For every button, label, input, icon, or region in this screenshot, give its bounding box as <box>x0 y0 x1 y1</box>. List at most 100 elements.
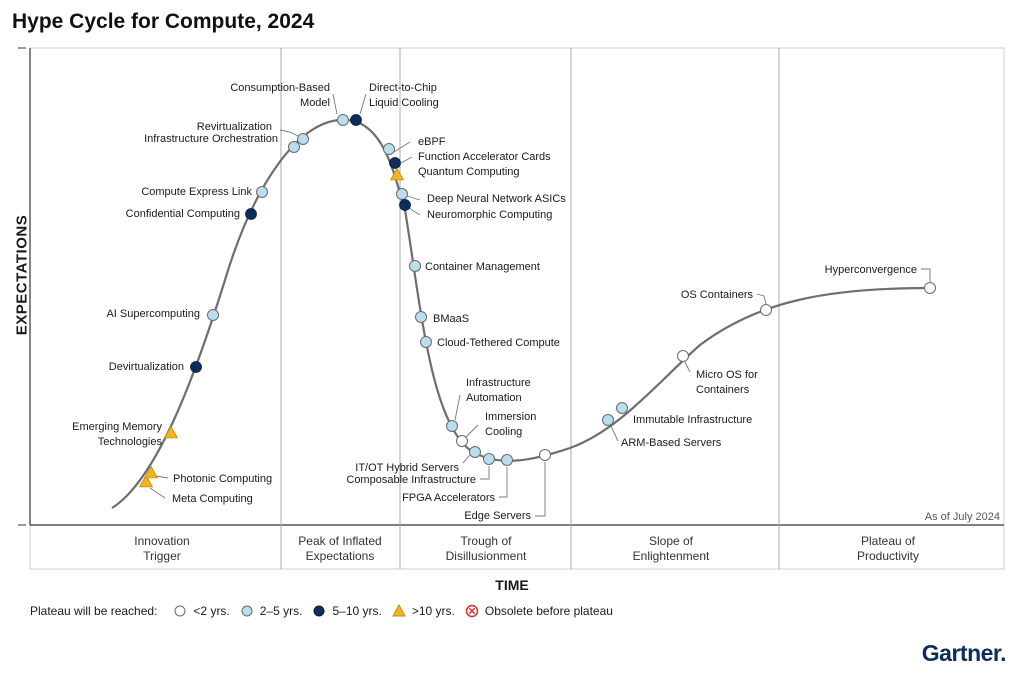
leader-line-ebpf <box>393 141 411 153</box>
phase-label: Trigger <box>143 549 181 563</box>
label-infrastructure-automation: Infrastructure <box>466 377 531 389</box>
leader-line-composable-infrastructure <box>480 466 490 480</box>
marker-direct-to-chip-liquid-cooling <box>350 114 362 126</box>
label-micro-os-for-containers: Containers <box>696 384 750 396</box>
marker-meta-computing <box>138 474 154 488</box>
leader-line-consumption-based-model <box>332 93 338 115</box>
label-hyperconvergence: Hyperconvergence <box>825 264 917 276</box>
phase-label: Peak of Inflated <box>298 534 381 548</box>
label-revirtualization: Revirtualization <box>197 121 272 133</box>
label-edge-servers: Edge Servers <box>464 510 531 522</box>
legend-item-lt2: <2 yrs. <box>173 604 230 618</box>
label-immutable-infrastructure: Immutable Infrastructure <box>633 414 752 426</box>
marker-ebpf <box>383 143 395 155</box>
marker-devirtualization <box>190 361 202 373</box>
phase-label: Trough of <box>461 534 513 548</box>
leader-line-meta-computing <box>149 487 166 499</box>
label-immersion-cooling: Cooling <box>485 426 522 438</box>
label-arm-based-servers: ARM-Based Servers <box>621 437 722 449</box>
legend-label-lt2: <2 yrs. <box>193 604 230 618</box>
marker-emerging-memory-technologies <box>163 425 179 439</box>
leader-line-edge-servers <box>535 462 546 517</box>
leader-line-direct-to-chip-liquid-cooling <box>359 93 367 115</box>
phase-label: Expectations <box>306 549 375 563</box>
legend-item-y2to5: 2–5 yrs. <box>240 604 303 618</box>
marker-consumption-based-model <box>337 114 349 126</box>
phase-label: Plateau of <box>861 534 916 548</box>
label-consumption-based-model: Consumption-Based <box>230 82 330 94</box>
legend-label-y2to5: 2–5 yrs. <box>259 604 303 618</box>
label-function-accelerator-cards: Function Accelerator Cards <box>418 151 551 163</box>
marker-it-ot-hybrid-servers <box>469 446 481 458</box>
phase-label: Disillusionment <box>446 549 527 563</box>
label-ebpf: eBPF <box>418 136 446 148</box>
legend-icon-y2to5 <box>241 605 253 617</box>
leader-line-deep-neural-network-asics <box>406 195 421 201</box>
label-infrastructure-orchestration: Infrastructure Orchestration <box>144 133 278 145</box>
legend-icon-lt2 <box>174 605 186 617</box>
label-direct-to-chip-liquid-cooling: Direct-to-Chip <box>369 82 437 94</box>
marker-immersion-cooling <box>456 435 468 447</box>
label-fpga-accelerators: FPGA Accelerators <box>402 492 495 504</box>
gartner-logo: Gartner. <box>921 640 1007 666</box>
marker-immutable-infrastructure <box>616 402 628 414</box>
label-consumption-based-model: Model <box>300 97 330 109</box>
leader-line-infrastructure-automation <box>454 394 461 421</box>
marker-deep-neural-network-asics <box>396 188 408 200</box>
legend-label-gt10: >10 yrs. <box>411 604 455 618</box>
legend-item-obsolete: Obsolete before plateau <box>465 604 613 618</box>
marker-ai-supercomputing <box>207 309 219 321</box>
label-meta-computing: Meta Computing <box>172 493 253 505</box>
label-composable-infrastructure: Composable Infrastructure <box>346 474 476 486</box>
legend-label-y5to10: 5–10 yrs. <box>332 604 382 618</box>
label-bmaas: BMaaS <box>433 313 469 325</box>
phase-label: Productivity <box>857 549 919 563</box>
marker-composable-infrastructure <box>483 453 495 465</box>
leader-line-fpga-accelerators <box>499 467 508 498</box>
phase-label: Enlightenment <box>633 549 710 563</box>
marker-quantum-computing <box>389 167 405 181</box>
marker-micro-os-for-containers <box>677 350 689 362</box>
label-confidential-computing: Confidential Computing <box>126 208 240 220</box>
marker-revirtualization <box>297 133 309 145</box>
legend-icon-y5to10 <box>313 605 325 617</box>
leader-line-it-ot-hybrid-servers <box>462 454 471 464</box>
leader-line-os-containers <box>756 293 767 305</box>
label-os-containers: OS Containers <box>681 289 754 301</box>
phase-label: Innovation <box>134 534 189 548</box>
legend-title: Plateau will be reached: <box>30 604 158 618</box>
marker-bmaas <box>415 311 427 323</box>
marker-fpga-accelerators <box>501 454 513 466</box>
page-title: Hype Cycle for Compute, 2024 <box>12 10 315 33</box>
leader-line-micro-os-for-containers <box>684 361 691 373</box>
leader-line-arm-based-servers <box>610 425 619 442</box>
marker-infrastructure-orchestration <box>288 141 300 153</box>
label-cloud-tethered-compute: Cloud-Tethered Compute <box>437 337 560 349</box>
marker-neuromorphic-computing <box>399 199 411 211</box>
legend-icon-gt10 <box>391 604 406 617</box>
leader-line-hyperconvergence <box>921 268 931 282</box>
legend-items: <2 yrs. 2–5 yrs. 5–10 yrs. >10 yrs. Obsolete… <box>163 604 613 618</box>
marker-function-accelerator-cards <box>389 157 401 169</box>
marker-compute-express-link <box>256 186 268 198</box>
as-of-label: As of July 2024 <box>925 511 1000 523</box>
leader-line-neuromorphic-computing <box>408 207 421 216</box>
label-quantum-computing: Quantum Computing <box>418 166 520 178</box>
x-axis-label: TIME <box>495 577 529 593</box>
label-neuromorphic-computing: Neuromorphic Computing <box>427 209 552 221</box>
marker-container-management <box>409 260 421 272</box>
label-photonic-computing: Photonic Computing <box>173 473 272 485</box>
legend-item-gt10: >10 yrs. <box>391 604 455 618</box>
label-container-management: Container Management <box>425 261 540 273</box>
label-direct-to-chip-liquid-cooling: Liquid Cooling <box>369 97 439 109</box>
marker-os-containers <box>760 304 772 316</box>
label-compute-express-link: Compute Express Link <box>141 186 252 198</box>
marker-infrastructure-automation <box>446 420 458 432</box>
marker-arm-based-servers <box>602 414 614 426</box>
legend-icon-obsolete <box>465 604 479 618</box>
legend: Plateau will be reached: <2 yrs. 2–5 yrs.… <box>30 604 613 618</box>
label-deep-neural-network-asics: Deep Neural Network ASICs <box>427 193 566 205</box>
label-infrastructure-automation: Automation <box>466 392 522 404</box>
label-devirtualization: Devirtualization <box>109 361 184 373</box>
